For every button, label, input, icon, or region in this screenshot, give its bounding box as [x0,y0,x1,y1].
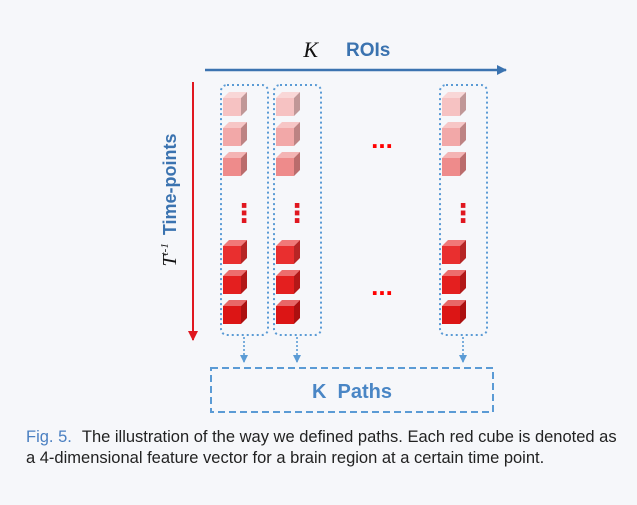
cube-side-face [460,300,466,324]
cube-col-2-top-2 [276,122,300,146]
cube-side-face [241,300,247,324]
cube-front-face [276,246,294,264]
cube-front-face [223,276,241,294]
cube-top-face [223,152,247,158]
cube-front-face [276,306,294,324]
cube-side-face [460,92,466,116]
paths-label: K Paths [312,381,392,403]
cube-top-face [223,122,247,128]
cube-front-face [223,158,241,176]
cube-top-face [442,152,466,158]
time-axis-label: Tt-1Time-points [159,133,181,266]
figure-caption: Fig. 5. The illustration of the way we de… [26,427,626,469]
cube-col-k-top-1 [442,92,466,116]
svg-text:Tt-1Time-points: Tt-1Time-points [159,133,181,266]
cube-side-face [241,152,247,176]
cube-side-face [294,240,300,264]
cube-col-2-bottom-3 [276,300,300,324]
cube-top-face [276,300,300,306]
cube-col-2-top-3 [276,152,300,176]
cube-col-1-top-1 [223,92,247,116]
caption-label: Fig. 5. [26,428,72,446]
cube-side-face [460,122,466,146]
cube-front-face [442,246,460,264]
cube-top-face [223,270,247,276]
cube-side-face [241,122,247,146]
cube-top-face [276,270,300,276]
cube-col-2-top-1 [276,92,300,116]
cube-top-face [223,92,247,98]
cube-side-face [241,240,247,264]
cube-col-1-bottom-1 [223,240,247,264]
cube-top-face [442,240,466,246]
cube-front-face [223,306,241,324]
caption-text: The illustration of the way we defined p… [26,428,617,467]
cube-front-face [442,98,460,116]
cube-front-face [276,98,294,116]
cube-col-1-top-3 [223,152,247,176]
cube-side-face [241,270,247,294]
rois-label: ROIs [346,40,390,61]
paths-diagram: K ROIs Tt-1Time-points ⋮ ⋮ ⋮ ... ... K P… [159,37,507,413]
cube-col-2-bottom-2 [276,270,300,294]
cube-side-face [460,152,466,176]
cube-side-face [294,152,300,176]
cube-col-1-top-2 [223,122,247,146]
cube-col-k-top-2 [442,122,466,146]
cube-side-face [241,92,247,116]
cube-col-k-bottom-3 [442,300,466,324]
paths-box [210,367,494,413]
cube-top-face [442,270,466,276]
bottom-horizontal-ellipsis: ... [371,271,393,301]
cube-front-face [442,276,460,294]
cube-col-1-bottom-3 [223,300,247,324]
cube-front-face [223,98,241,116]
cube-side-face [294,92,300,116]
cube-side-face [460,240,466,264]
column-k-vertical-ellipsis: ⋮ [450,199,476,229]
cube-front-face [223,246,241,264]
rois-title: K [302,37,319,62]
cube-front-face [276,158,294,176]
cube-front-face [223,128,241,146]
cube-side-face [460,270,466,294]
cube-front-face [442,306,460,324]
top-horizontal-ellipsis: ... [371,124,393,154]
cube-top-face [442,92,466,98]
cube-col-k-top-3 [442,152,466,176]
cube-front-face [276,128,294,146]
cube-top-face [442,300,466,306]
cube-front-face [442,128,460,146]
cube-side-face [294,122,300,146]
cube-col-k-bottom-2 [442,270,466,294]
cube-col-k-bottom-1 [442,240,466,264]
cube-top-face [223,300,247,306]
cube-top-face [276,92,300,98]
cube-grid [223,92,466,324]
cube-top-face [442,122,466,128]
column-2-vertical-ellipsis: ⋮ [284,199,310,229]
column-1-vertical-ellipsis: ⋮ [231,199,257,229]
cube-col-1-bottom-2 [223,270,247,294]
cube-top-face [276,240,300,246]
cube-side-face [294,300,300,324]
cube-front-face [276,276,294,294]
cube-top-face [276,122,300,128]
cube-top-face [276,152,300,158]
cube-side-face [294,270,300,294]
cube-top-face [223,240,247,246]
cube-col-2-bottom-1 [276,240,300,264]
cube-front-face [442,158,460,176]
